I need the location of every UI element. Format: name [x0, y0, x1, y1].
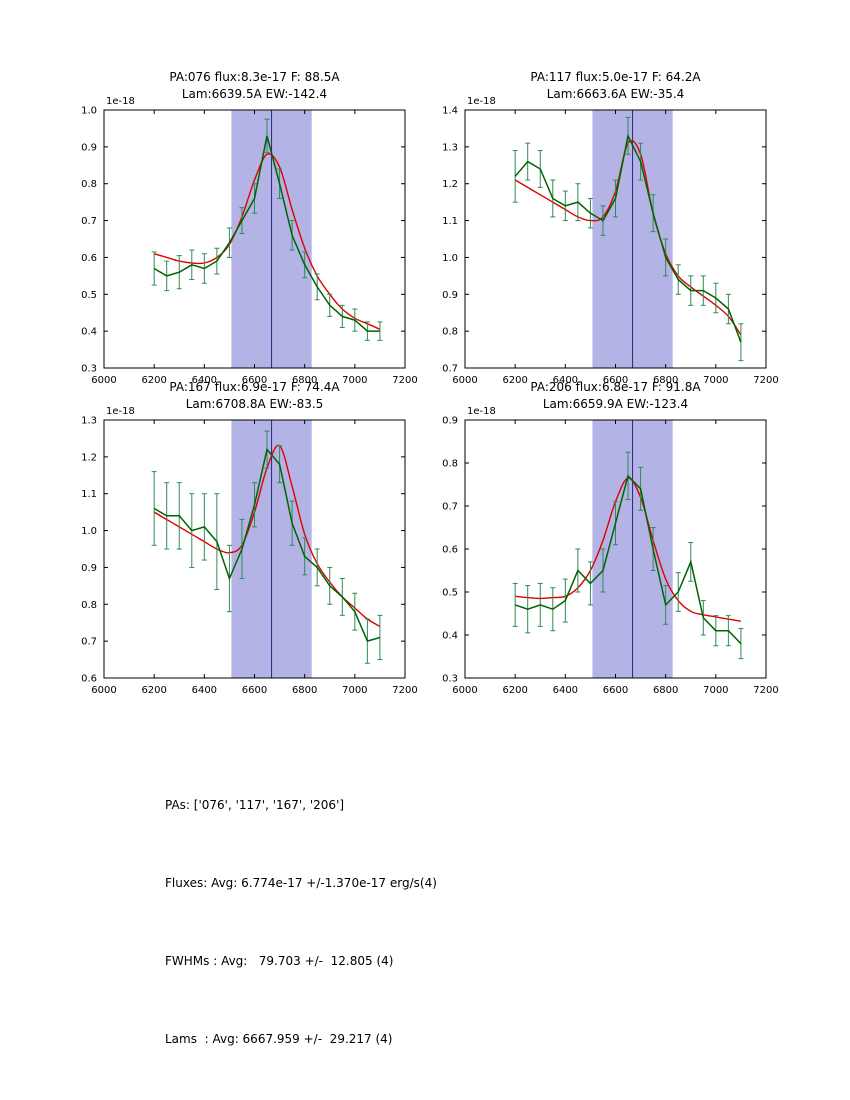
y-tick-label: 0.8	[442, 459, 458, 470]
x-tick-label: 6400	[192, 685, 217, 696]
x-tick-label: 6600	[242, 375, 267, 386]
y-tick-label: 0.3	[442, 674, 458, 685]
y-tick-label: 1.0	[81, 526, 97, 537]
x-tick-label: 7000	[703, 375, 728, 386]
x-tick-label: 6400	[553, 685, 578, 696]
y-axis-offset-label: 1e-18	[467, 406, 496, 417]
summary-line-pas: PAs: ['076', '117', '167', '206']	[165, 798, 345, 812]
x-tick-label: 6600	[603, 685, 628, 696]
x-tick-label: 7200	[392, 375, 417, 386]
summary-line-fwhms: FWHMs : Avg: 79.703 +/- 12.805 (4)	[165, 954, 394, 968]
y-tick-label: 1.2	[442, 179, 458, 190]
x-tick-label: 6200	[141, 375, 166, 386]
summary-line-lams: Lams : Avg: 6667.959 +/- 29.217 (4)	[165, 1032, 393, 1046]
x-tick-label: 6800	[653, 685, 678, 696]
x-tick-label: 6000	[452, 375, 477, 386]
data-line	[514, 474, 742, 645]
x-tick-label: 6200	[502, 685, 527, 696]
y-tick-label: 0.6	[81, 253, 97, 264]
y-tick-label: 1.0	[442, 253, 458, 264]
spectrum-chart-0: 6000 6200 6400 6600 6800 7000 7200 0.3 0.4 0.5 0.6…	[81, 70, 418, 386]
y-tick-label: 0.3	[81, 364, 97, 375]
y-tick-label: 0.4	[81, 327, 97, 338]
chart-title-line2: Lam:6659.9A EW:-123.4	[543, 397, 688, 411]
summary-block: PAs: ['076', '117', '167', '206'] Fluxes…	[165, 740, 437, 1100]
chart-title-line1: PA:076 flux:8.3e-17 F: 88.5A	[169, 70, 340, 84]
y-tick-label: 0.7	[81, 216, 97, 227]
y-tick-label: 1.0	[81, 106, 97, 117]
spectrum-chart-1: 6000 6200 6400 6600 6800 7000 7200 0.7 0.8 0.9 1.0…	[442, 70, 779, 386]
x-tick-label: 6200	[141, 685, 166, 696]
x-tick-label: 6800	[292, 685, 317, 696]
y-axis-offset-label: 1e-18	[106, 96, 135, 107]
x-tick-label: 6800	[292, 375, 317, 386]
y-tick-label: 0.7	[81, 637, 97, 648]
y-tick-label: 1.3	[442, 142, 458, 153]
y-tick-label: 0.9	[442, 290, 458, 301]
y-tick-label: 0.5	[81, 290, 97, 301]
data-line	[514, 133, 742, 343]
spectrum-chart-3: 6000 6200 6400 6600 6800 7000 7200 0.3 0.4 0.5 0.6…	[442, 380, 779, 696]
y-tick-label: 1.4	[442, 106, 458, 117]
x-tick-label: 6400	[553, 375, 578, 386]
data-line	[153, 447, 381, 643]
y-tick-label: 0.5	[442, 588, 458, 599]
y-tick-label: 0.7	[442, 502, 458, 513]
x-tick-label: 6000	[91, 685, 116, 696]
x-tick-label: 7000	[703, 685, 728, 696]
summary-line-fluxes: Fluxes: Avg: 6.774e-17 +/-1.370e-17 erg/…	[165, 876, 437, 890]
x-tick-label: 7200	[753, 685, 778, 696]
x-tick-label: 7200	[392, 685, 417, 696]
x-tick-label: 6600	[603, 375, 628, 386]
chart-title-line2: Lam:6639.5A EW:-142.4	[182, 87, 327, 101]
y-tick-label: 0.9	[81, 563, 97, 574]
chart-title-line1: PA:167 flux:6.9e-17 F: 74.4A	[169, 380, 340, 394]
y-tick-label: 0.4	[442, 631, 458, 642]
y-tick-label: 0.8	[442, 327, 458, 338]
x-tick-label: 6200	[502, 375, 527, 386]
x-tick-label: 7200	[753, 375, 778, 386]
y-tick-label: 1.1	[442, 216, 458, 227]
x-tick-label: 6800	[653, 375, 678, 386]
y-tick-label: 0.9	[81, 142, 97, 153]
x-tick-label: 7000	[342, 685, 367, 696]
x-tick-label: 6400	[192, 375, 217, 386]
chart-title-line2: Lam:6663.6A EW:-35.4	[547, 87, 685, 101]
x-tick-label: 6600	[242, 685, 267, 696]
chart-title-line1: PA:117 flux:5.0e-17 F: 64.2A	[530, 70, 701, 84]
x-tick-label: 7000	[342, 375, 367, 386]
y-axis-offset-label: 1e-18	[106, 406, 135, 417]
data-line	[153, 135, 380, 332]
y-tick-label: 1.1	[81, 489, 97, 500]
y-tick-label: 1.2	[81, 452, 97, 463]
y-tick-label: 0.9	[442, 416, 458, 427]
y-tick-label: 0.7	[442, 364, 458, 375]
y-tick-label: 0.6	[81, 674, 97, 685]
y-axis-offset-label: 1e-18	[467, 96, 496, 107]
chart-title-line1: PA:206 flux:6.8e-17 F: 91.8A	[530, 380, 701, 394]
spectrum-chart-2: 6000 6200 6400 6600 6800 7000 7200 0.6 0.7 0.8 0.9…	[81, 380, 418, 696]
y-tick-label: 0.8	[81, 179, 97, 190]
y-tick-label: 0.8	[81, 600, 97, 611]
x-tick-label: 6000	[452, 685, 477, 696]
y-tick-label: 1.3	[81, 416, 97, 427]
x-tick-label: 6000	[91, 375, 116, 386]
chart-title-line2: Lam:6708.8A EW:-83.5	[186, 397, 324, 411]
y-tick-label: 0.6	[442, 545, 458, 556]
